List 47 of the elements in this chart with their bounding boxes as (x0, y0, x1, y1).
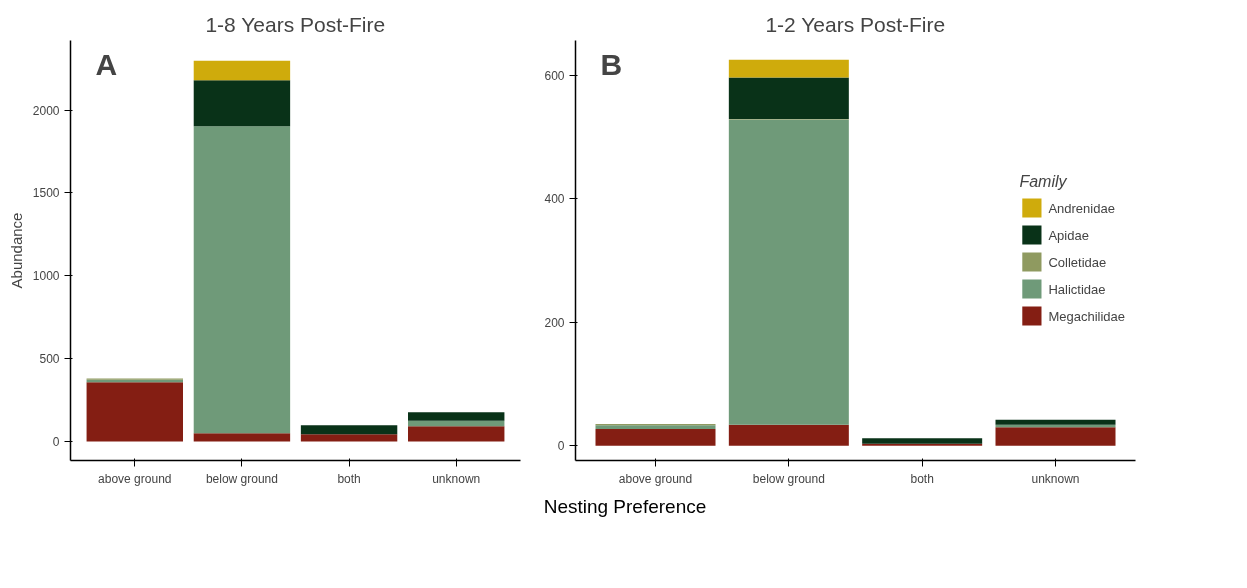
x-tick-label: unknown (432, 471, 481, 486)
y-tick-label: 2000 (32, 103, 60, 118)
bar (193, 80, 291, 127)
x-tick-label: above ground (618, 471, 693, 486)
bar (728, 424, 849, 446)
y-tick-label: 0 (557, 439, 565, 454)
legend-label: Halictidae (1048, 281, 1106, 296)
bar (728, 59, 849, 78)
y-tick-label: 200 (544, 315, 565, 330)
bar (728, 77, 849, 119)
bar (408, 412, 505, 421)
bar (995, 427, 1116, 446)
legend-label: Megachilidae (1048, 308, 1125, 323)
bar (193, 433, 291, 442)
legend-label: Andrenidae (1048, 200, 1115, 215)
y-tick-label: 500 (39, 352, 60, 367)
bar (193, 126, 291, 434)
y-tick-label: 1500 (32, 186, 60, 201)
x-tick-label: below ground (752, 471, 825, 486)
x-axis-title: Nesting Preference (543, 495, 707, 519)
annotation: A (95, 47, 118, 81)
legend-label: Colletidae (1048, 254, 1107, 269)
bar (995, 419, 1116, 425)
y-tick-label: 400 (544, 192, 565, 207)
y-axis-title: Abundance (7, 212, 25, 289)
bar (300, 425, 398, 435)
bar (728, 119, 849, 425)
bar (408, 426, 505, 442)
x-tick-label: above ground (98, 471, 172, 486)
x-tick-label: below ground (205, 471, 278, 486)
chart-title: 1-2 Years Post-Fire (765, 12, 946, 36)
x-tick-label: both (337, 471, 361, 486)
x-tick-label: unknown (1031, 471, 1080, 486)
bar (193, 60, 291, 81)
chart-title: 1-8 Years Post-Fire (205, 12, 386, 36)
x-tick-label: both (910, 471, 934, 486)
y-tick-label: 600 (544, 68, 565, 83)
bar (86, 382, 183, 442)
y-tick-label: 1000 (32, 269, 60, 284)
bar (595, 429, 716, 446)
bar (300, 434, 398, 442)
annotation: B (600, 47, 623, 81)
bar (408, 420, 505, 427)
legend-label: Apidae (1048, 227, 1089, 242)
legend-title: Family (1019, 172, 1068, 191)
y-tick-label: 0 (52, 434, 60, 449)
bar (862, 438, 983, 444)
